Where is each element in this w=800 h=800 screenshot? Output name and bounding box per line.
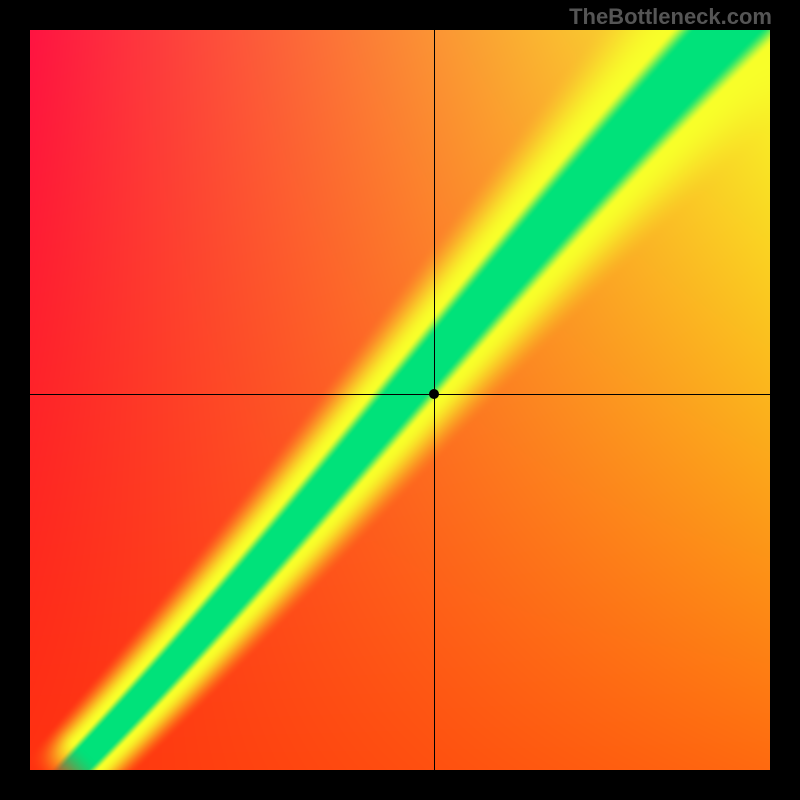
watermark-text: TheBottleneck.com: [569, 4, 772, 30]
bottleneck-heatmap: [30, 30, 770, 770]
chart-stage: TheBottleneck.com: [0, 0, 800, 800]
crosshair-vertical: [434, 30, 435, 770]
crosshair-horizontal: [30, 394, 770, 395]
